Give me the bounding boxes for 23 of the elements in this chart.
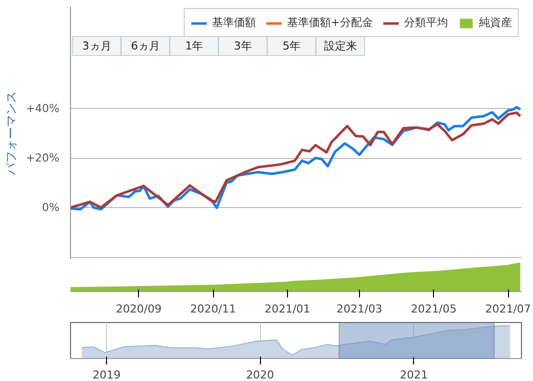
y-tick-label: 0% [42,201,60,214]
annotation: 設定来 [324,40,357,52]
annotation: 3ヵ月 [82,40,112,52]
annotation: 3年 [234,40,252,52]
legend-label: 基準価額 [212,15,256,30]
annotation: 6ヵ月 [131,40,160,52]
x-tick-label: 2020/11 [190,302,236,316]
annotation: 1年 [185,40,204,52]
x-tick-label: 2019 [92,368,121,381]
legend-label: 純資産 [479,15,512,30]
legend-label: 基準価額+分配金 [286,15,373,30]
annotation: 5年 [282,40,301,52]
x-tick-label: 2021 [400,368,428,381]
y-tick-label: +20% [26,152,60,165]
x-tick-label: 2020/09 [116,302,162,316]
x-tick-label: 2021/03 [336,302,382,316]
legend-label: 分類平均 [404,15,448,30]
y-tick-label: +40% [26,102,60,115]
x-tick-label: 2021/05 [410,302,457,316]
x-tick-label: 2020 [246,368,274,381]
x-tick-label: 2021/07 [485,302,531,316]
x-tick-label: 2021/01 [264,302,310,316]
y-axis-title: パフォーマンス [4,91,18,176]
